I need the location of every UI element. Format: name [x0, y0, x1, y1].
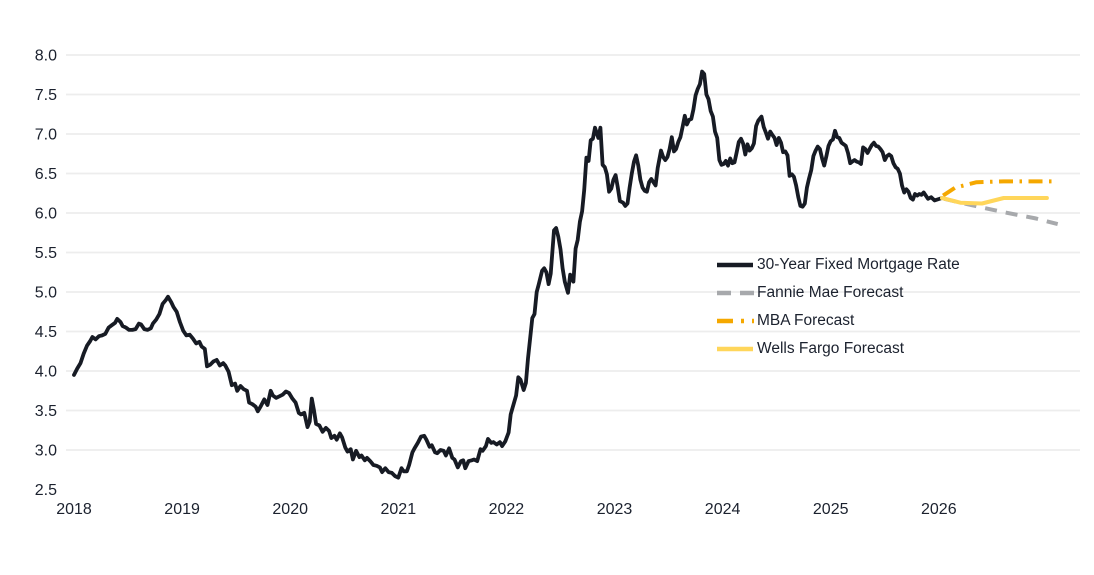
- legend-item-30yr-rate: 30-Year Fixed Mortgage Rate: [716, 251, 960, 279]
- x-tick-label: 2023: [597, 501, 633, 518]
- legend-item-mba: MBA Forecast: [716, 307, 960, 335]
- legend-label-fannie-mae: Fannie Mae Forecast: [757, 284, 904, 302]
- series-line: [72, 69, 944, 480]
- y-tick-label: 5.0: [35, 285, 57, 302]
- gridlines-group: [66, 54, 1080, 451]
- legend-label-30yr-rate: 30-Year Fixed Mortgage Rate: [757, 256, 960, 274]
- y-tick-label: 7.5: [35, 87, 57, 104]
- legend-item-fannie-mae: Fannie Mae Forecast: [716, 279, 960, 307]
- x-tick-label: 2025: [813, 501, 849, 518]
- y-tick-label: 7.0: [35, 127, 57, 144]
- y-tick-label: 2.5: [35, 482, 57, 499]
- legend-item-wells-fargo: Wells Fargo Forecast: [716, 335, 960, 363]
- x-tick-label: 2024: [705, 501, 741, 518]
- y-tick-label: 5.5: [35, 245, 57, 262]
- series-line: [940, 196, 1049, 206]
- y-tick-label: 4.5: [35, 324, 57, 341]
- y-axis-labels-group: 8.0 7.5 7.0 6.5 6.0 5.5 5.0 4.5 4.0 3.5 3.0 2.5: [35, 48, 57, 500]
- x-tick-label: 2022: [489, 501, 525, 518]
- dashed-line-swatch-icon: [717, 290, 754, 296]
- chart-legend: 30-Year Fixed Mortgage Rate Fannie Mae F…: [716, 251, 960, 363]
- x-tick-label: 2019: [164, 501, 200, 518]
- solid-line-swatch-icon: [717, 262, 753, 268]
- y-tick-label: 6.0: [35, 206, 57, 223]
- legend-label-mba: MBA Forecast: [757, 312, 855, 330]
- y-tick-label: 3.5: [35, 403, 57, 420]
- solid-line-swatch-icon: [717, 346, 753, 352]
- series-lines-group: [72, 69, 1059, 480]
- y-tick-label: 8.0: [35, 48, 57, 65]
- x-tick-label: 2026: [921, 501, 957, 518]
- legend-label-wells-fargo: Wells Fargo Forecast: [757, 340, 905, 358]
- series-line: [941, 179, 1053, 198]
- x-tick-label: 2020: [272, 501, 308, 518]
- x-tick-label: 2018: [56, 501, 92, 518]
- y-tick-label: 4.0: [35, 364, 57, 381]
- x-axis-labels-group: 2018 2019 2020 2021 2022 2023 2024 2025 2026: [56, 501, 956, 518]
- y-tick-label: 3.0: [35, 443, 57, 460]
- x-tick-label: 2021: [381, 501, 417, 518]
- dash-dot-line-swatch-icon: [717, 318, 754, 324]
- y-tick-label: 6.5: [35, 166, 57, 183]
